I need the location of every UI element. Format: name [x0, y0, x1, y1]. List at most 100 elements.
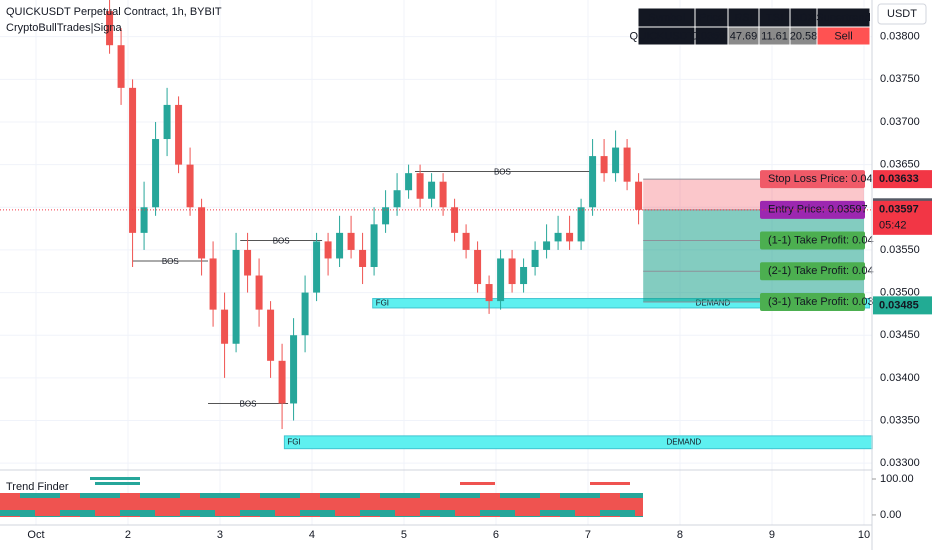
price-tag — [873, 200, 932, 235]
candle-body — [117, 45, 125, 88]
stop-label-box — [760, 170, 865, 189]
x-tick-label: 5 — [401, 529, 407, 541]
target-label: (2-1) Take Profit: 0.04 — [768, 265, 874, 277]
candle-body — [405, 173, 413, 191]
candle-body — [129, 87, 137, 233]
candle-body — [370, 224, 378, 267]
demand-zone — [283, 435, 873, 450]
candle-body — [140, 207, 148, 233]
candle-body — [635, 181, 643, 210]
indicator-tick-label: 0.00 — [880, 509, 901, 521]
candle-body — [209, 258, 217, 310]
bos-label: BOS — [240, 400, 257, 409]
candle-body — [290, 335, 298, 404]
candle-body — [451, 207, 459, 233]
candle-body — [336, 232, 344, 259]
stop-label: Stop Loss Price: 0.04 — [768, 173, 873, 185]
table-header: ADX — [792, 12, 815, 24]
plot: FGI DEMAND FGI DEMAND Stop Loss Price: 0.04 E… — [0, 0, 874, 450]
trend-dots — [90, 477, 140, 480]
x-tick-label: Oct — [27, 529, 44, 541]
candle-body — [393, 190, 401, 208]
candle-body — [106, 11, 114, 46]
table-value: 20.58 — [790, 30, 818, 42]
zone-label: FGI — [376, 298, 389, 307]
price-tag-label: 0.03633 — [879, 173, 919, 185]
candle-body — [175, 104, 183, 165]
candle-body — [255, 275, 263, 310]
candle-body — [359, 249, 367, 267]
candle-body — [278, 360, 286, 404]
y-tick-label: 0.03400 — [880, 372, 920, 384]
candle-body — [589, 156, 597, 208]
profit-zone — [643, 209, 864, 302]
table-header: Symbol — [648, 12, 685, 24]
y-tick-label: 0.03650 — [880, 159, 920, 171]
trend-dots — [460, 482, 495, 485]
bos-label: BOS — [162, 257, 179, 266]
candle-body — [554, 232, 562, 242]
candle-body — [612, 147, 620, 174]
trend-stripes — [0, 493, 643, 517]
price-tag — [873, 296, 932, 315]
price-tag-label: 0.03485 — [879, 299, 919, 311]
candle-body — [485, 284, 493, 302]
x-tick-label: 7 — [585, 529, 591, 541]
target-label: (3-1) Take Profit: 0.03 — [768, 296, 874, 308]
candle-body — [428, 181, 436, 199]
candle-body — [347, 232, 355, 250]
chart-title: QUICKUSDT Perpetual Contract, 1h, BYBIT — [6, 6, 222, 18]
candle-body — [623, 147, 631, 182]
target-label: (1-1) Take Profit: 0.04 — [768, 234, 874, 246]
indicator-name: Trend Finder — [6, 481, 69, 493]
candle-body — [324, 241, 332, 259]
candle-body — [416, 173, 424, 199]
table-value: 47.69 — [730, 30, 758, 42]
zone-kind: DEMAND — [696, 298, 731, 307]
trend-dots — [590, 482, 630, 485]
table-value: 11.61 — [761, 30, 788, 42]
table-value: Sell — [834, 30, 852, 42]
candle-body — [566, 232, 574, 242]
candle-body — [531, 249, 539, 267]
candle-body — [439, 181, 447, 208]
chart-subtitle: CryptoBullTrades|Signa — [6, 22, 122, 34]
currency-button[interactable] — [877, 3, 927, 25]
bos-label: BOS — [273, 237, 290, 246]
table-value: 0.03597 — [692, 30, 732, 42]
y-tick-label: 0.03500 — [880, 286, 920, 298]
candle-body — [462, 232, 470, 250]
table-header: Supertrend — [816, 12, 870, 24]
entry-label-box — [760, 200, 865, 219]
x-tick-label: 6 — [493, 529, 499, 541]
y-tick-label: 0.03350 — [880, 414, 920, 426]
candle-body — [163, 104, 171, 140]
bos-label: BOS — [494, 168, 511, 177]
y-tick-label: 0.03700 — [880, 116, 920, 128]
target-label-box — [760, 262, 865, 281]
zone-kind: DEMAND — [667, 437, 702, 446]
entry-label: Entry Price: 0.03597 — [768, 204, 868, 216]
candle-body — [221, 309, 229, 344]
y-tick-label: 0.03800 — [880, 31, 920, 43]
candle-body — [267, 309, 275, 361]
candle-body — [382, 207, 390, 225]
candle-body — [508, 258, 516, 285]
candle-body — [232, 249, 240, 344]
table-value: QUICKUSDT.P — [630, 30, 704, 42]
price-tag-label: 0.03597 — [879, 204, 919, 216]
y-tick-label: 0.03750 — [880, 73, 920, 85]
x-tick-label: 3 — [217, 529, 223, 541]
demand-zone — [372, 298, 871, 309]
candle-body — [198, 207, 206, 259]
trend-dots — [95, 482, 140, 485]
candle-body — [313, 241, 321, 293]
table-cell — [816, 26, 871, 46]
x-tick-label: 9 — [769, 529, 775, 541]
candle-body — [497, 258, 505, 302]
grid — [0, 0, 872, 525]
currency[interactable]: USDT — [887, 8, 917, 20]
candle-body — [152, 139, 160, 208]
target-label-box — [760, 231, 865, 250]
x-tick-label: 8 — [677, 529, 683, 541]
